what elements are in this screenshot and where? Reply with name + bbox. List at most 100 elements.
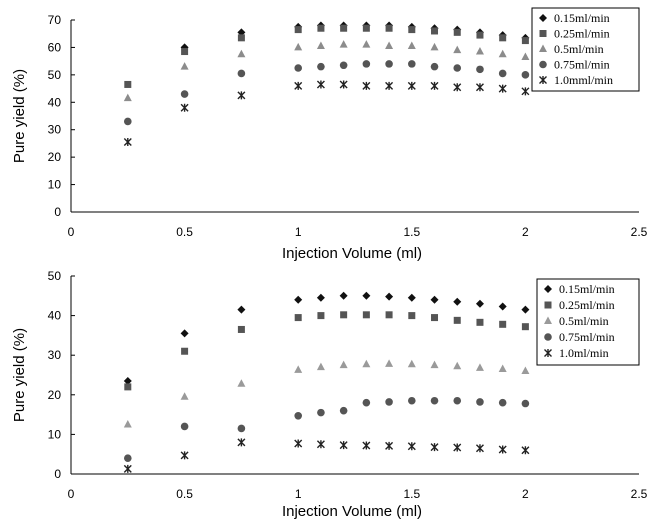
data-point	[407, 359, 416, 368]
data-point	[362, 359, 371, 368]
data-point	[475, 444, 484, 453]
data-point	[521, 366, 530, 375]
data-point	[294, 64, 303, 72]
legend-label: 0.75ml/min	[554, 58, 610, 72]
data-point	[317, 312, 325, 320]
data-point	[180, 392, 189, 400]
legend-label: 1.0mml/min	[554, 73, 613, 87]
data-point	[385, 292, 394, 301]
data-point	[237, 424, 246, 433]
data-point	[430, 360, 439, 369]
data-point	[498, 49, 507, 58]
data-point	[180, 103, 189, 112]
data-point	[430, 42, 439, 51]
x-tick-label: 2.5	[631, 487, 648, 501]
data-point	[237, 325, 245, 333]
legend-box	[531, 7, 640, 92]
data-point	[340, 24, 348, 32]
data-point	[339, 441, 348, 450]
data-point	[339, 61, 348, 70]
data-point	[362, 24, 370, 32]
data-point	[294, 42, 303, 51]
data-point	[476, 318, 484, 326]
data-point	[294, 295, 303, 304]
data-point	[339, 291, 348, 300]
data-point	[294, 26, 302, 34]
data-point	[237, 91, 246, 100]
data-point	[521, 87, 530, 96]
x-tick-label: 1	[295, 487, 302, 501]
y-axis-label: Pure yield (%)	[11, 328, 28, 422]
data-point	[453, 361, 462, 370]
data-point	[475, 47, 484, 55]
data-point	[237, 34, 245, 42]
data-point	[237, 305, 246, 314]
data-point	[180, 90, 189, 98]
data-point	[123, 138, 132, 147]
data-point	[181, 347, 189, 355]
data-point	[180, 451, 189, 460]
data-point	[237, 49, 246, 58]
data-point	[362, 291, 371, 300]
data-point	[294, 439, 303, 448]
data-point	[385, 60, 393, 68]
data-point	[475, 363, 484, 371]
data-point	[124, 117, 132, 126]
data-point	[316, 362, 325, 371]
data-point	[237, 438, 246, 447]
legend-label: 0.15ml/min	[554, 11, 610, 25]
legend: 0.15ml/min 0.25ml/min 0.5ml/min 0.75ml/min 1…	[536, 278, 640, 366]
data-point	[340, 311, 348, 319]
data-point	[499, 320, 507, 328]
y-tick-label: 30	[48, 123, 62, 137]
data-point	[407, 41, 416, 50]
data-point	[362, 81, 371, 90]
data-point	[498, 364, 507, 373]
x-tick-label: 0.5	[176, 487, 193, 501]
data-point	[317, 24, 325, 32]
data-point	[408, 396, 416, 405]
data-point	[362, 398, 371, 407]
chart-panel-2: 0 10 20 30 40 50 0 0.5 1 1.5 2 2.5 Injection Volume …	[11, 269, 648, 520]
legend-marker	[539, 76, 547, 84]
data-point	[475, 83, 484, 92]
data-point	[339, 80, 348, 89]
legend-marker	[544, 316, 552, 324]
data-point	[385, 441, 394, 450]
data-point	[294, 411, 303, 420]
data-point	[453, 83, 462, 92]
data-point	[431, 314, 439, 322]
legend-marker	[544, 349, 552, 357]
data-point	[237, 69, 246, 78]
data-point	[475, 299, 484, 308]
x-axis-label: Injection Volume (ml)	[282, 245, 422, 262]
x-tick-label: 0	[68, 225, 75, 239]
series-2	[124, 311, 529, 391]
x-tick-label: 0	[68, 487, 75, 501]
data-point	[453, 297, 462, 306]
data-point	[385, 24, 393, 32]
data-point	[430, 295, 439, 304]
data-point	[316, 440, 325, 449]
data-point	[476, 31, 484, 39]
data-point	[498, 398, 507, 407]
x-tick-label: 2	[522, 487, 529, 501]
data-point	[123, 420, 132, 428]
y-tick-label: 20	[48, 150, 62, 164]
data-point	[498, 445, 507, 454]
data-point	[498, 84, 507, 93]
legend-label: 0.5ml/min	[559, 314, 609, 328]
y-tick-label: 0	[54, 467, 61, 481]
data-point	[385, 41, 394, 50]
legend-label: 0.15ml/min	[559, 282, 615, 296]
data-point	[294, 365, 303, 373]
data-point	[521, 446, 530, 455]
y-tick-label: 30	[48, 348, 62, 362]
chart-panel-1: 0 10 20 30 40 50 60 70 0 0.5 1 1.5 2 2.5 Injection Vol…	[11, 7, 648, 262]
data-point	[521, 71, 530, 79]
x-axis-label: Injection Volume (ml)	[282, 503, 422, 520]
legend-marker	[544, 333, 552, 341]
series-4	[124, 60, 530, 126]
data-point	[408, 312, 416, 320]
y-tick-label: 50	[48, 269, 62, 283]
